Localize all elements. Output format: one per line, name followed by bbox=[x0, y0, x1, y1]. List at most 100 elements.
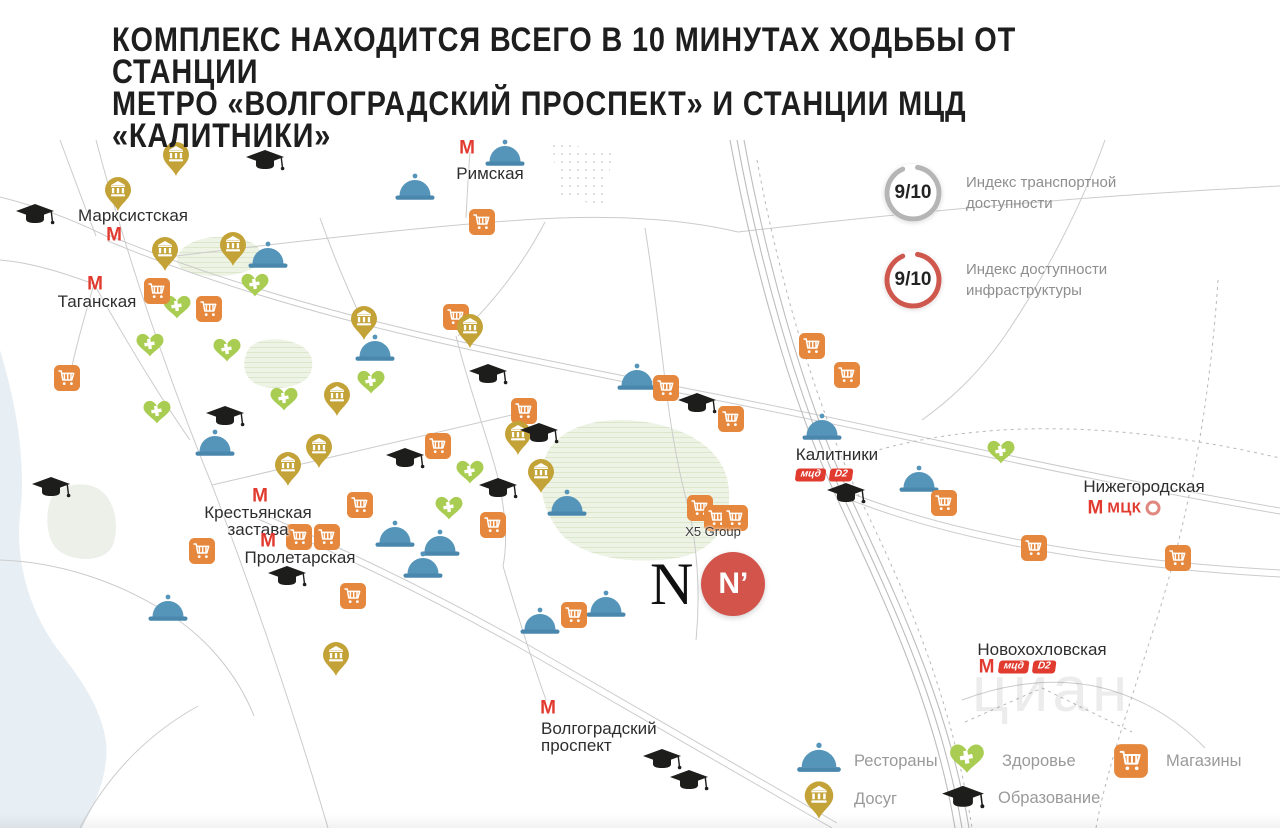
leisure-icon bbox=[306, 434, 332, 468]
infrastructure-index-ring: 9/10 bbox=[882, 249, 944, 311]
health-icon bbox=[987, 440, 1015, 464]
health-icon bbox=[435, 496, 463, 520]
education-icon bbox=[478, 477, 519, 499]
mck-badge: МЦК bbox=[1107, 499, 1142, 517]
metro-badge: М bbox=[459, 137, 475, 159]
watermark: циан bbox=[972, 653, 1132, 725]
restaurant-icon bbox=[797, 742, 841, 772]
shop-icon bbox=[346, 491, 374, 519]
shop-icon bbox=[1113, 743, 1149, 779]
leisure-icon bbox=[505, 421, 531, 455]
station-badges-proletarskaya: М bbox=[260, 532, 276, 551]
station-label-proletarskaya: Пролетарская bbox=[244, 548, 356, 567]
infrastructure-index-badge: 9/10 Индекс доступности инфраструктуры bbox=[882, 249, 1144, 311]
shop-icon bbox=[468, 208, 496, 236]
transport-index-label: Индекс транспортной доступности bbox=[966, 174, 1117, 212]
shop-icon bbox=[313, 523, 341, 551]
logo-circle-text: N’ bbox=[718, 567, 749, 600]
shop-icon bbox=[339, 582, 367, 610]
shop-icon bbox=[424, 432, 452, 460]
legend-item-education: Образование bbox=[940, 779, 1100, 817]
health-icon bbox=[143, 400, 171, 424]
legend-item-restaurants: Рестораны bbox=[796, 742, 938, 780]
metro-badge: М bbox=[978, 656, 995, 678]
station-badges-taganskaya: М bbox=[87, 275, 103, 294]
leisure-icon bbox=[275, 452, 301, 486]
leisure-icon bbox=[324, 382, 350, 416]
shop-icon bbox=[143, 277, 171, 305]
restaurant-icon bbox=[617, 363, 657, 390]
station-label-rimskaya: Римская bbox=[456, 164, 524, 183]
shop-icon bbox=[479, 511, 507, 539]
restaurant-icon bbox=[586, 590, 626, 617]
complex-logo: N N’ bbox=[650, 552, 766, 616]
health-icon bbox=[357, 370, 385, 394]
shop-icon bbox=[195, 295, 223, 323]
headline: КОМПЛЕКС НАХОДИТСЯ ВСЕГО В 10 МИНУТАХ ХО… bbox=[112, 23, 1105, 155]
station-badges-kalitniki: мцд D2 bbox=[794, 468, 854, 482]
shop-icon bbox=[1164, 544, 1192, 572]
x5-group-label: X5 Group bbox=[685, 524, 741, 539]
shop-icon bbox=[717, 405, 745, 433]
education-icon bbox=[677, 392, 718, 414]
station-label-kalitniki: Калитники bbox=[795, 445, 879, 464]
infrastructure-index-label: Индекс доступности инфраструктуры bbox=[966, 261, 1108, 299]
education-icon bbox=[205, 405, 246, 427]
d2-badge: D2 bbox=[828, 468, 854, 482]
legend-item-health: Здоровье bbox=[944, 742, 1076, 780]
legend-label: Образование bbox=[998, 788, 1101, 807]
logo-circle-badge: N’ bbox=[701, 552, 766, 616]
station-badges-volgogradsky-prospekt: М bbox=[540, 699, 556, 718]
shop-icon bbox=[560, 601, 588, 629]
transport-index-ring: 9/10 bbox=[882, 162, 944, 224]
health-icon bbox=[241, 273, 269, 297]
leisure-icon bbox=[351, 306, 377, 340]
education-icon bbox=[385, 447, 426, 469]
transport-index-value: 9/10 bbox=[894, 182, 932, 203]
station-badges-nizhegorodskaya: М МЦК bbox=[1088, 499, 1161, 518]
health-icon bbox=[213, 338, 241, 362]
restaurant-icon bbox=[148, 594, 188, 621]
leisure-icon bbox=[804, 781, 834, 819]
restaurant-icon bbox=[802, 413, 842, 440]
shop-icon bbox=[798, 332, 826, 360]
legend-label: Магазины bbox=[1166, 751, 1242, 770]
metro-badge: М bbox=[87, 273, 103, 295]
station-label-marksistskaya: Марксистская bbox=[78, 206, 188, 225]
leisure-icon bbox=[323, 642, 349, 676]
metro-badge: М bbox=[106, 224, 122, 246]
health-icon bbox=[270, 387, 298, 411]
station-label-novokhokhlovskaya: Новохохловская bbox=[977, 640, 1107, 659]
metro-badge: М bbox=[252, 485, 268, 507]
bottom-fade bbox=[0, 814, 1280, 828]
station-label-taganskaya: Таганская bbox=[57, 292, 137, 311]
education-icon bbox=[669, 769, 710, 791]
legend-item-leisure: Досуг bbox=[796, 779, 897, 819]
education-icon bbox=[15, 203, 56, 226]
headline-line: «КАЛИТНИКИ» bbox=[112, 117, 332, 155]
leisure-icon bbox=[457, 314, 483, 348]
legend-item-shops: Магазины bbox=[1108, 742, 1242, 780]
station-label-nizhegorodskaya: Нижегородская bbox=[1083, 477, 1205, 496]
education-icon bbox=[468, 363, 509, 385]
restaurant-icon bbox=[395, 173, 435, 200]
shop-icon bbox=[1020, 534, 1048, 562]
metro-badge: М bbox=[540, 697, 556, 719]
metro-badge: М bbox=[260, 530, 276, 552]
station-badges-krestyanskaya-zastava: М bbox=[252, 487, 268, 506]
shop-icon bbox=[53, 364, 81, 392]
shop-icon bbox=[188, 537, 216, 565]
shop-icon bbox=[652, 374, 680, 402]
headline-line: МЕТРО «ВОЛГОГРАДСКИЙ ПРОСПЕКТ» И СТАНЦИИ… bbox=[112, 85, 967, 123]
station-badges-rimskaya: М bbox=[459, 139, 475, 158]
mcd-badge: мцд bbox=[794, 468, 827, 482]
boundary-dashed-lines bbox=[756, 159, 1280, 828]
shop-icon bbox=[833, 361, 861, 389]
restaurant-icon bbox=[520, 607, 560, 634]
restaurant-icon bbox=[355, 334, 395, 361]
leisure-icon bbox=[152, 237, 178, 271]
restaurant-icon bbox=[899, 465, 939, 492]
transport-index-badge: 9/10 Индекс транспортной доступности bbox=[882, 162, 1144, 224]
